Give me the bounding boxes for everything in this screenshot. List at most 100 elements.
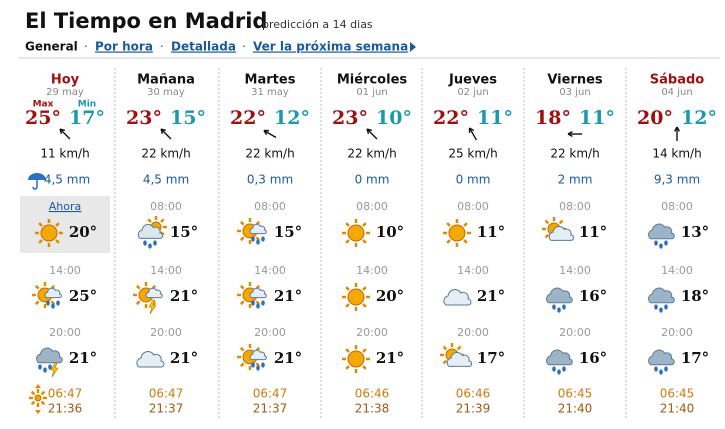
rain-drop [552, 366, 556, 372]
wind-arrow-head [673, 126, 681, 132]
nav-link[interactable]: Por hora [95, 40, 153, 54]
sun-ray [55, 222, 60, 227]
cloud [145, 287, 163, 299]
nav-link[interactable]: Detallada [171, 40, 236, 54]
sunset: 21:39 [456, 402, 491, 416]
wind-arrow-head [59, 128, 66, 135]
slot-time: 14:00 [49, 264, 81, 277]
sun-ray [135, 284, 141, 290]
slot-time: 20:00 [457, 326, 489, 339]
sunset: 21:37 [149, 402, 184, 416]
day-name: Hoy [51, 73, 80, 88]
wind-arrow-head [366, 128, 373, 135]
cloud [648, 287, 675, 304]
title: El Tiempo en Madrid [25, 9, 267, 33]
slot-time: 20:00 [150, 326, 182, 339]
slot-temp: 21° [274, 287, 302, 305]
sun-ray [160, 231, 165, 236]
day-name: Viernes [547, 73, 603, 88]
rain-drop [143, 240, 147, 246]
wind-speed: 25 km/h [448, 147, 497, 161]
slot-time: 08:00 [559, 200, 591, 213]
sun [448, 224, 466, 242]
umbrella-icon [28, 173, 46, 190]
sunset: 21:36 [48, 402, 83, 416]
rain-amount: 4,5 mm [44, 173, 90, 187]
min-temp: 11° [477, 107, 513, 129]
slot-time: 20:00 [661, 326, 693, 339]
wind-arrow [59, 128, 71, 140]
slot-temp: 10° [376, 223, 404, 241]
weather-icon [342, 345, 370, 373]
sun-ray [442, 345, 448, 351]
slot-temp: 11° [579, 223, 607, 241]
slot-time: 08:00 [661, 200, 693, 213]
rain-drop [562, 304, 566, 310]
wind-arrow-head [263, 129, 269, 136]
day-date: 03 jun [559, 87, 590, 98]
wind-arrow-head [160, 128, 167, 135]
sun-ray [239, 220, 245, 226]
min-temp: 15° [170, 107, 206, 129]
rain-drop [43, 367, 47, 373]
min-temp: 12° [274, 107, 310, 129]
sun-ray [55, 239, 60, 244]
min-label: Min [78, 100, 96, 110]
max-temp: 22° [230, 107, 266, 129]
wind-arrow [366, 128, 378, 140]
slot-temp: 21° [274, 349, 302, 367]
weather-icon [648, 349, 675, 375]
weather-icon [32, 282, 62, 309]
nav-arrow[interactable] [410, 42, 416, 52]
weather-icon [137, 216, 167, 249]
rain-amount: 0 mm [456, 173, 491, 187]
slot-time: 08:00 [150, 200, 182, 213]
sun-ray [446, 222, 451, 227]
separator: · [84, 40, 88, 54]
lightning [148, 299, 157, 315]
rain-amount: 2 mm [558, 173, 593, 187]
sun-ray [160, 218, 165, 223]
sun [347, 288, 365, 306]
slot-temp: 15° [274, 223, 302, 241]
sun-ray [34, 284, 40, 290]
weather-icon [35, 219, 63, 247]
nav-link[interactable]: Ver la próxima semana [253, 40, 408, 54]
day-name: Mañana [137, 73, 195, 88]
rain-amount: 4,5 mm [143, 173, 189, 187]
slot-time: 20:00 [356, 326, 388, 339]
wind-arrow [263, 129, 277, 139]
slot-time: 08:00 [457, 200, 489, 213]
sun-ray [239, 236, 245, 242]
sun-ray [30, 400, 36, 406]
wind-speed: 14 km/h [652, 147, 701, 161]
rain-drop [56, 300, 60, 306]
sunset-arrow [35, 410, 41, 414]
cloud [136, 351, 165, 368]
now-highlight [20, 196, 110, 253]
cloud [249, 287, 267, 299]
slot-time: 08:00 [356, 200, 388, 213]
max-temp: 22° [433, 107, 469, 129]
slot-temp: 13° [681, 223, 709, 241]
sunrise: 06:45 [558, 387, 593, 401]
sun-ray [239, 300, 245, 306]
sunrise: 06:46 [456, 387, 491, 401]
rain-drop [659, 369, 663, 375]
day-date: 31 may [251, 87, 289, 98]
sun-ray [30, 390, 36, 396]
weather-icon [443, 289, 472, 306]
sun [40, 224, 58, 242]
rain-drop [552, 304, 556, 310]
wind-arrow [468, 127, 478, 141]
min-temp: 11° [579, 107, 615, 129]
rain-drop [38, 364, 42, 370]
rain-drop [654, 304, 658, 310]
slot-temp: 25° [69, 287, 97, 305]
day-name: Sábado [650, 73, 705, 88]
slot-temp: 21° [170, 287, 198, 305]
slot-temp: 15° [170, 223, 198, 241]
cloud [446, 352, 473, 367]
nav-tab[interactable]: General [25, 40, 78, 54]
max-temp: 23° [332, 107, 368, 129]
